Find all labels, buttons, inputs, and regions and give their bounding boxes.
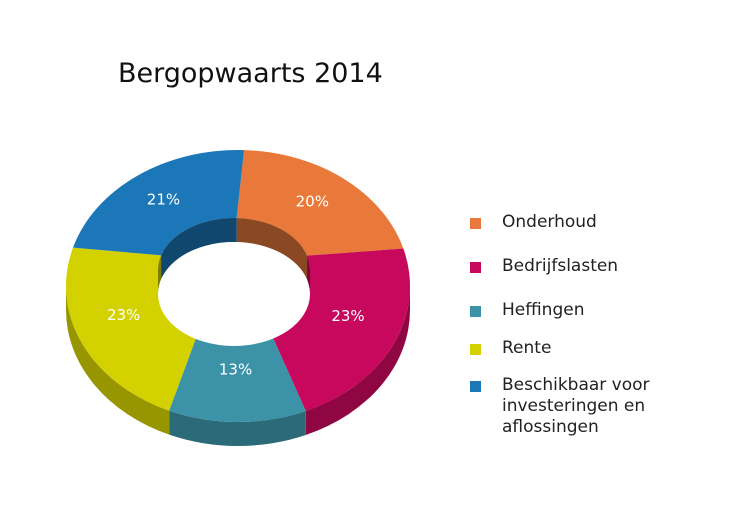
legend-label: Bedrijfslasten xyxy=(502,256,619,276)
donut-hole xyxy=(158,242,310,346)
legend-item-heffingen: Heffingen xyxy=(470,300,710,321)
slice-label-bedrijfslasten: 23% xyxy=(331,307,364,325)
chart-title: Bergopwaarts 2014 xyxy=(118,58,383,89)
slice-labels-layer: 20% 23% 13% 23% 21% xyxy=(107,190,365,378)
slice-rente xyxy=(65,247,204,411)
slice-heffingen xyxy=(169,317,306,423)
slices-depth-layer xyxy=(66,286,410,446)
slice-side-rente xyxy=(66,286,170,435)
legend-swatch-bedrijfslasten xyxy=(470,262,481,273)
legend-item-rente: Rente xyxy=(470,338,710,359)
slice-beschikbaar xyxy=(72,149,245,256)
slice-bedrijfslasten xyxy=(263,248,410,412)
slice-onderhoud xyxy=(236,150,404,256)
slice-side-bedrijfslasten xyxy=(305,286,410,436)
legend-label: Heffingen xyxy=(502,300,585,320)
legend-item-onderhoud: Onderhoud xyxy=(470,212,710,233)
legend-label: Beschikbaar voor investeringen en afloss… xyxy=(502,375,650,437)
legend-swatch-onderhoud xyxy=(470,218,481,229)
slice-side-heffingen xyxy=(169,410,306,446)
slices-inner-wall-layer xyxy=(158,218,310,346)
legend-label: Onderhoud xyxy=(502,212,597,232)
legend-item-bedrijfslasten: Bedrijfslasten xyxy=(470,256,710,277)
legend-swatch-beschikbaar xyxy=(470,381,481,392)
slice-label-rente: 23% xyxy=(107,306,140,324)
slice-label-heffingen: 13% xyxy=(219,360,252,378)
slice-inner-wall-onderhoud xyxy=(236,218,308,280)
legend-label: Rente xyxy=(502,338,552,358)
slice-label-beschikbaar: 21% xyxy=(147,190,180,208)
legend-swatch-rente xyxy=(470,344,481,355)
slice-inner-wall-bedrijfslasten xyxy=(307,255,310,294)
slice-label-onderhoud: 20% xyxy=(296,192,329,210)
slices-top-layer xyxy=(65,149,410,423)
legend-item-beschikbaar: Beschikbaar voor investeringen en afloss… xyxy=(470,375,672,438)
slice-inner-wall-rente xyxy=(158,255,162,294)
legend-swatch-heffingen xyxy=(470,306,481,317)
slice-inner-wall-beschikbaar xyxy=(161,218,237,280)
legend: Onderhoud Bedrijfslasten Heffingen Rente… xyxy=(470,212,710,438)
